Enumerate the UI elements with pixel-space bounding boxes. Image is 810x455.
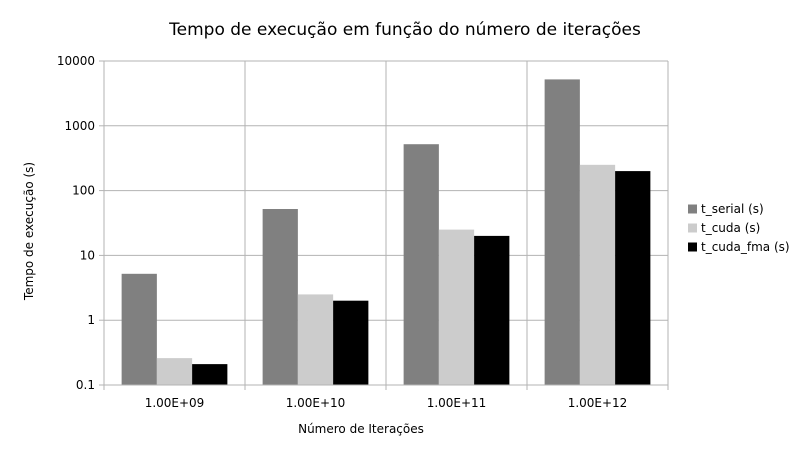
y-tick-labels: 0.1 1 10 100 1000 10000 <box>57 54 95 392</box>
bar-3-0 <box>544 79 580 385</box>
chart-title: Tempo de execução em função do número de… <box>168 20 641 40</box>
bar-1-0 <box>262 209 298 385</box>
legend-swatch <box>688 223 697 233</box>
legend-label: t_cuda (s) <box>701 221 760 235</box>
y-tick-label: 1 <box>87 313 95 327</box>
legend-label: t_serial (s) <box>701 202 764 216</box>
legend-swatch <box>688 242 697 252</box>
bar-1-1 <box>297 294 334 385</box>
x-tick-label: 1.00E+11 <box>427 396 487 410</box>
bar-2-0 <box>403 144 439 385</box>
y-tick-label: 100 <box>72 184 95 198</box>
y-tick-label: 10000 <box>57 54 95 68</box>
x-tick-labels: 1.00E+09 1.00E+10 1.00E+11 1.00E+12 <box>145 396 628 410</box>
bar-3-2 <box>615 171 651 385</box>
y-tick-label: 10 <box>80 248 95 262</box>
bar-2-1 <box>438 229 475 385</box>
x-tick-label: 1.00E+10 <box>286 396 346 410</box>
legend-swatch <box>688 204 697 214</box>
bar-2-2 <box>474 235 510 385</box>
legend-label: t_cuda_fma (s) <box>701 240 790 254</box>
y-tick-label: 0.1 <box>76 378 95 392</box>
bar-0-2 <box>192 364 228 385</box>
legend: t_serial (s) t_cuda (s) t_cuda_fma (s) <box>688 202 790 254</box>
bar-0-1 <box>156 358 193 385</box>
y-tick-label: 1000 <box>64 119 95 133</box>
bar-3-1 <box>579 164 616 385</box>
axes <box>99 60 669 390</box>
x-axis-label: Número de Iterações <box>298 422 424 436</box>
bars <box>121 79 651 385</box>
x-tick-label: 1.00E+12 <box>568 396 628 410</box>
y-axis-label: Tempo de execução (s) <box>22 162 36 301</box>
bar-0-0 <box>121 273 157 385</box>
grid-lines <box>103 60 669 386</box>
bar-1-2 <box>333 300 369 385</box>
x-tick-label: 1.00E+09 <box>145 396 205 410</box>
